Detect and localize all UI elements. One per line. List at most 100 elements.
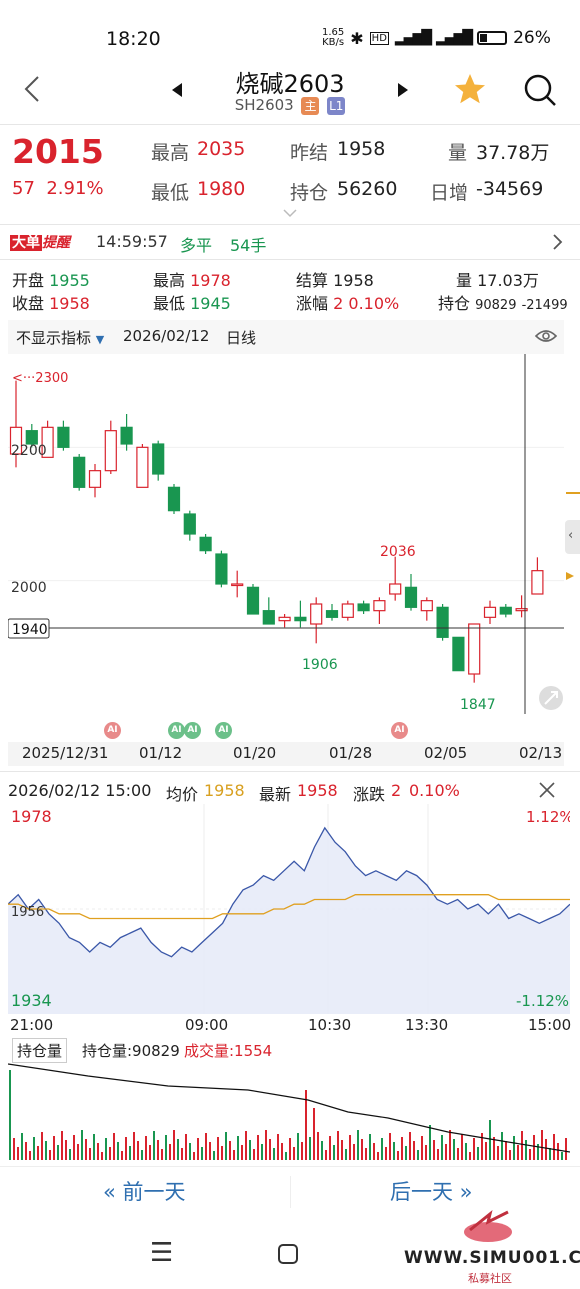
eye-icon[interactable]	[534, 327, 558, 345]
candle	[483, 600, 497, 624]
status-icons: 1.65 KB/s ✱ HD ▂▄▆█ ▂▄▆█ 26%	[322, 28, 551, 49]
volume-bar	[177, 1139, 179, 1160]
ai-badge-icon[interactable]: AI	[184, 722, 201, 739]
ix-label: 21:00	[10, 1016, 54, 1034]
volume-bar	[193, 1152, 195, 1160]
contract-title: 烧碱2603	[235, 70, 345, 98]
volume-bar	[145, 1136, 147, 1160]
volume-bar	[357, 1130, 359, 1160]
side-panel-handle[interactable]: ‹	[565, 520, 580, 554]
candle	[420, 597, 433, 621]
home-icon[interactable]	[278, 1244, 298, 1264]
indicator-select[interactable]: 不显示指标 ▼	[16, 329, 105, 347]
volume-bar	[481, 1133, 483, 1160]
volume-bar	[257, 1135, 259, 1160]
intraday-datetime: 2026/02/12 15:00	[8, 781, 152, 800]
close-value: 1958	[49, 294, 90, 313]
volume-bar	[181, 1148, 183, 1160]
volume-bar	[377, 1152, 379, 1160]
volume-bar	[489, 1120, 491, 1160]
x-label: 2025/12/31	[22, 744, 109, 762]
next-contract-icon[interactable]	[396, 82, 410, 98]
close-icon[interactable]	[538, 781, 556, 799]
volume-bar	[565, 1138, 567, 1160]
back-icon[interactable]	[20, 74, 44, 104]
search-icon[interactable]	[522, 72, 558, 108]
candle	[436, 604, 449, 641]
ai-badge-icon[interactable]: AI	[215, 722, 232, 739]
volume-bar	[385, 1147, 387, 1160]
kline-toolbar: 不显示指标 ▼ 2026/02/12 日线	[8, 320, 564, 354]
oi-tab[interactable]: 持仓量	[12, 1038, 68, 1063]
volume-bar	[397, 1151, 399, 1160]
volume-bar	[229, 1141, 231, 1160]
chart-divider	[0, 771, 580, 772]
prev-day-button[interactable]: « 前一天	[103, 1180, 186, 1204]
battery-level: 26%	[513, 28, 551, 48]
candle	[531, 557, 544, 595]
volume-bar	[465, 1143, 467, 1160]
low-value: 1980	[197, 178, 246, 200]
ai-badge-icon[interactable]: AI	[391, 722, 408, 739]
candle	[120, 414, 133, 451]
volume-bar	[525, 1140, 527, 1160]
volume-bar	[37, 1146, 39, 1160]
volume-bar	[225, 1132, 227, 1160]
next-day-button[interactable]: 后一天 »	[390, 1180, 473, 1204]
volume-bar	[541, 1130, 543, 1160]
volume-bar	[313, 1108, 315, 1160]
volume-bar	[401, 1137, 403, 1160]
chg-label: 涨幅	[296, 294, 329, 313]
expand-chevron-icon[interactable]	[283, 208, 297, 218]
volume-bar	[553, 1134, 555, 1160]
low1-annotation: 1906	[302, 657, 338, 673]
ai-badge-icon[interactable]: AI	[168, 722, 185, 739]
volume-bar	[421, 1136, 423, 1160]
volume-bar	[45, 1141, 47, 1160]
ichg-label: 涨跌	[353, 785, 386, 804]
oi-text: 持仓量:90829	[82, 1042, 180, 1060]
alert-time: 14:59:57	[96, 232, 168, 251]
low2-annotation: 1847	[460, 697, 496, 713]
dhigh-label: 最高	[153, 271, 186, 290]
volume-bar	[341, 1140, 343, 1160]
candle	[231, 570, 244, 598]
volume-bar	[273, 1148, 275, 1160]
kline-chart[interactable]: 2200 2000 1940 <···2300 2036 1906 1847	[8, 354, 564, 714]
fullscreen-icon[interactable]	[539, 686, 563, 710]
prev-settle-value: 1958	[337, 138, 386, 160]
close-label: 收盘	[12, 294, 45, 313]
intraday-chart[interactable]: 1978 1934 1956 1.12% -1.12%	[8, 804, 570, 1014]
volume-bar	[289, 1138, 291, 1160]
volume-bar	[241, 1145, 243, 1160]
menu-icon[interactable]: ☰	[150, 1238, 174, 1268]
volume-bar	[161, 1149, 163, 1160]
price-change: 57 2.91%	[12, 178, 104, 199]
volume-bar	[337, 1131, 339, 1160]
alert-badge: 大单 提醒	[10, 235, 70, 251]
ai-badge-icon[interactable]: AI	[104, 722, 121, 739]
volume-bar	[9, 1070, 11, 1160]
candle	[294, 600, 307, 628]
volume-bar	[137, 1141, 139, 1160]
status-bar: 18:20 1.65 KB/s ✱ HD ▂▄▆█ ▂▄▆█ 26%	[0, 0, 580, 62]
intraday-pct-top: 1.12%	[526, 808, 570, 826]
candle	[88, 464, 102, 498]
volume-bar	[449, 1130, 451, 1160]
star-icon[interactable]	[452, 71, 488, 107]
volume-bar	[49, 1150, 51, 1160]
prev-contract-icon[interactable]	[170, 82, 184, 98]
volume-bar	[109, 1147, 111, 1160]
kline-period[interactable]: 日线	[226, 329, 257, 347]
volume-bar	[141, 1150, 143, 1160]
high-label: 最高	[151, 142, 190, 164]
big-order-alert[interactable]: 大单 提醒 14:59:57 多平 54手	[0, 225, 580, 259]
nav-separator	[290, 1176, 291, 1208]
vol-text: 成交量:1554	[184, 1042, 273, 1060]
oi-label: 持仓	[290, 182, 329, 204]
volume-bar	[561, 1152, 563, 1160]
volume-bar	[89, 1148, 91, 1160]
open-value: 1955	[49, 271, 90, 290]
high-value: 2035	[197, 138, 246, 160]
volume-bar	[305, 1090, 307, 1160]
